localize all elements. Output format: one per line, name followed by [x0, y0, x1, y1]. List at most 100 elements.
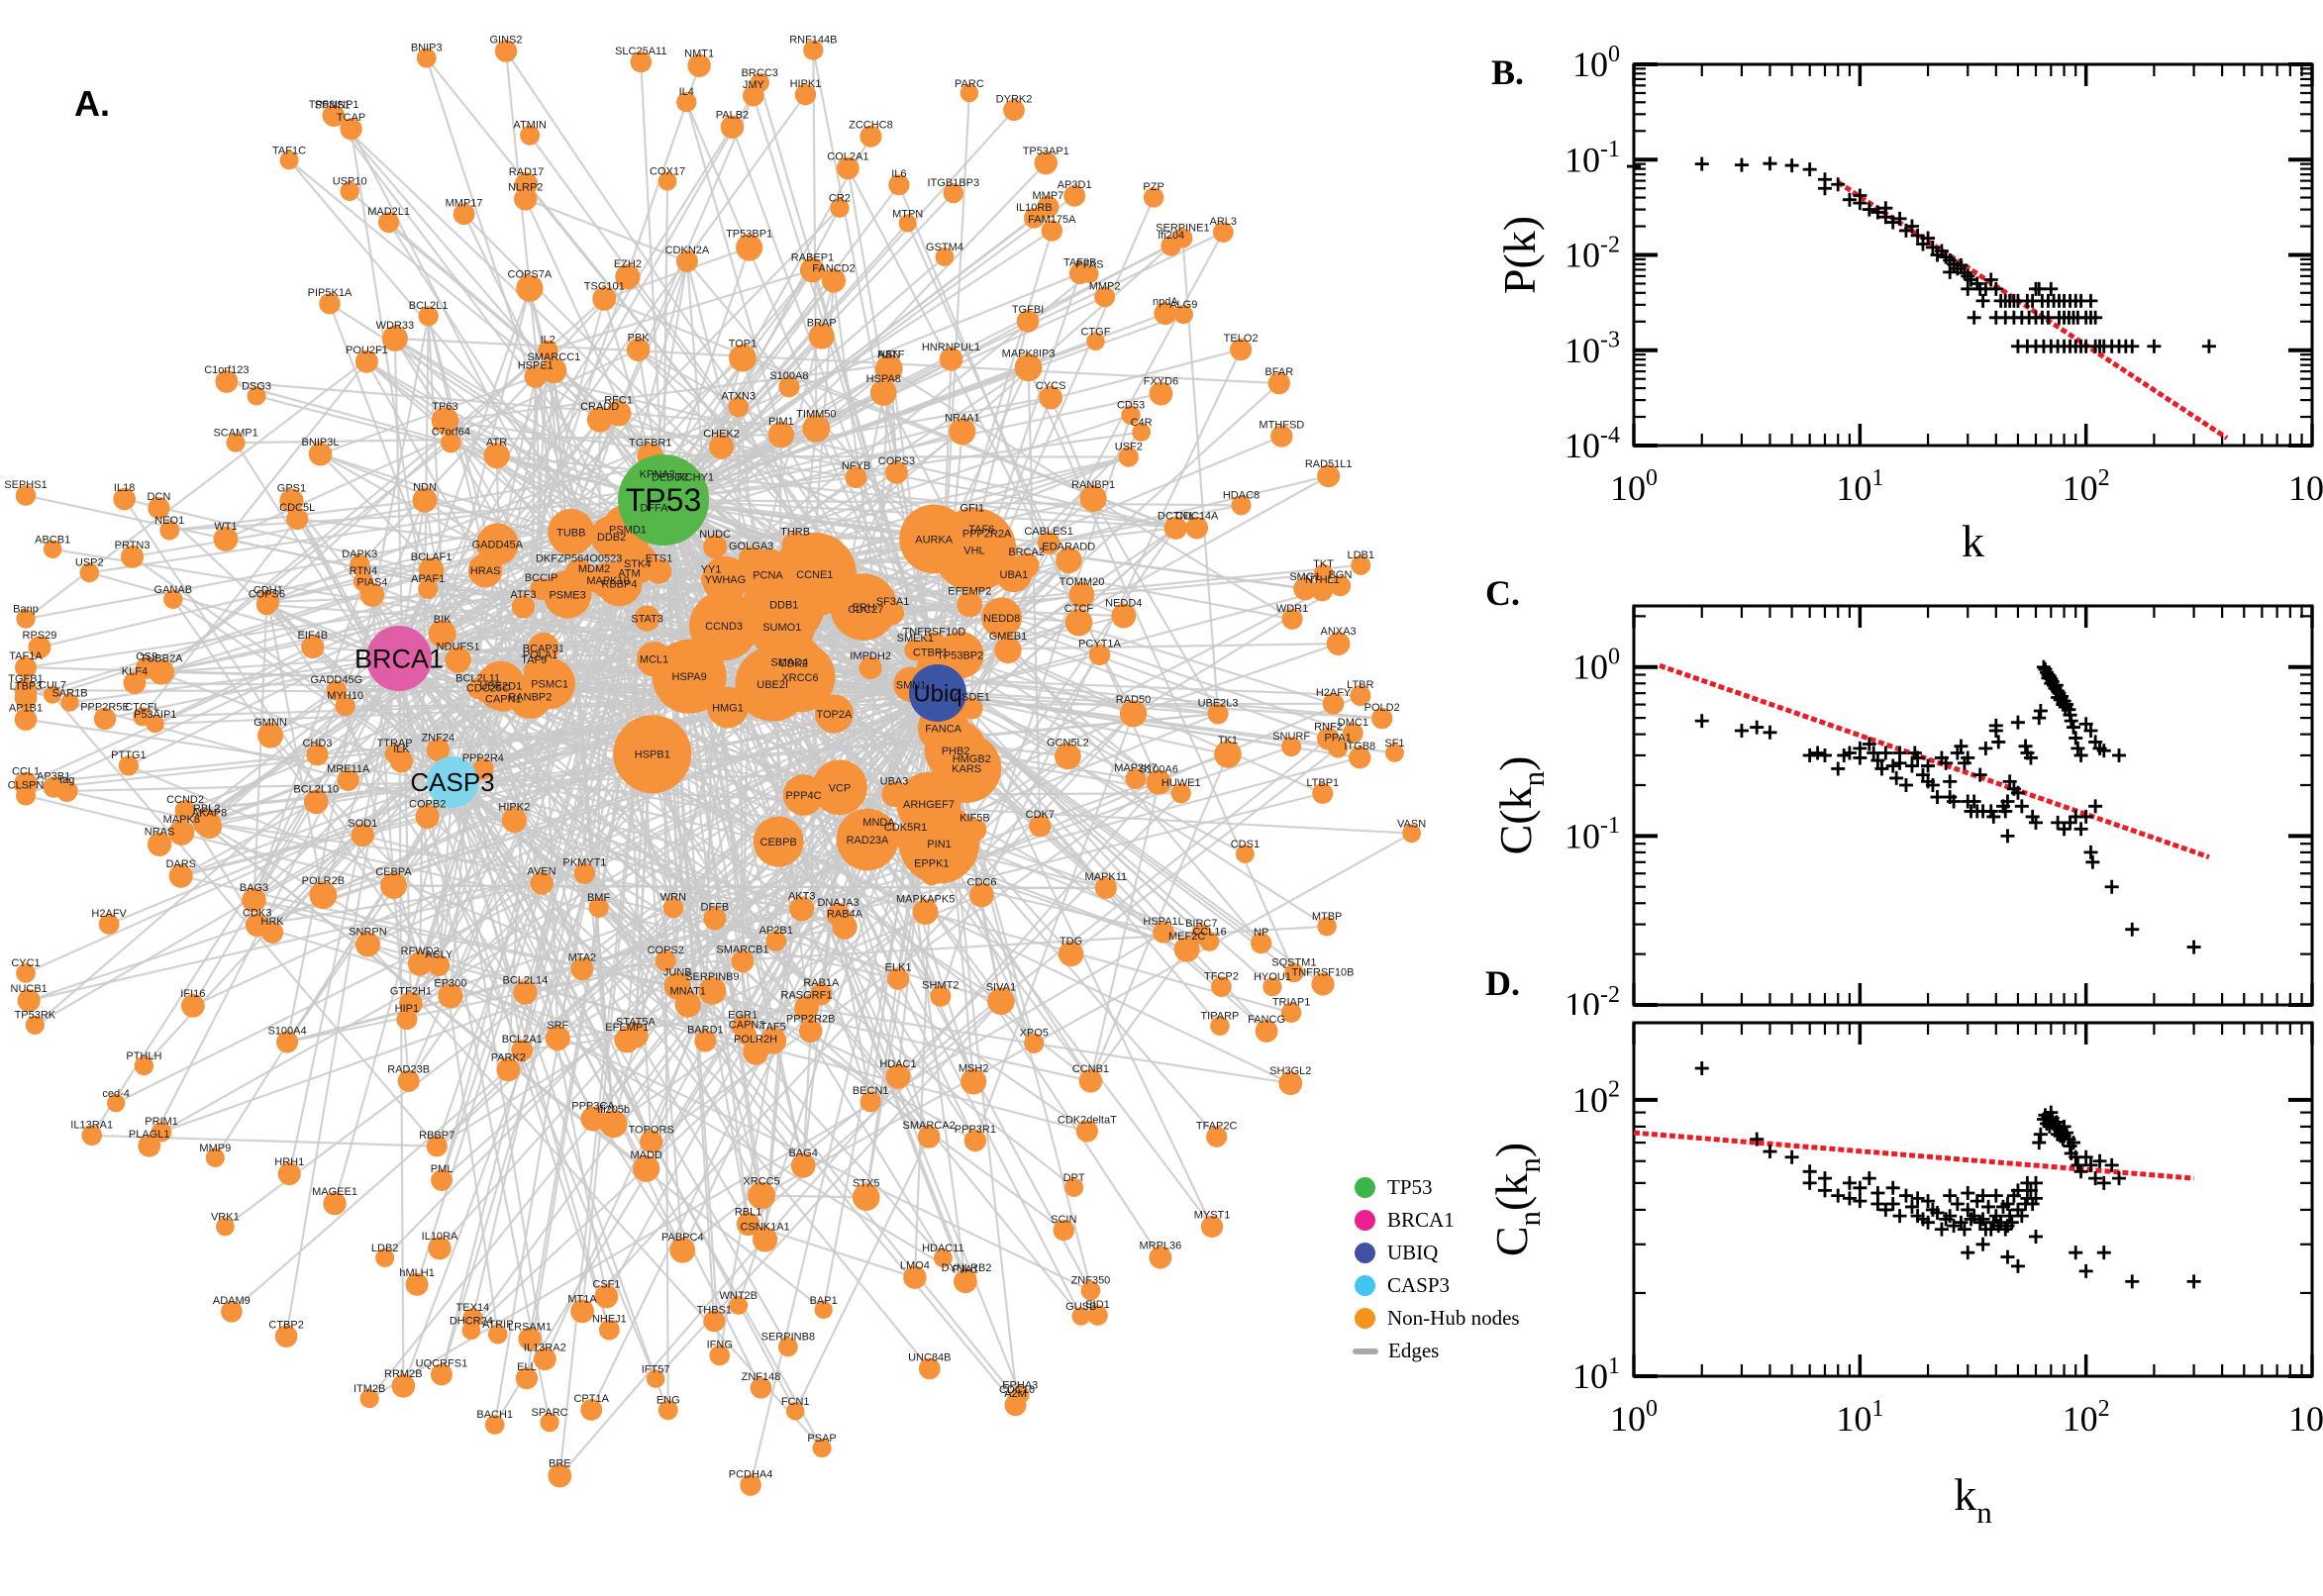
network-node[interactable]: [138, 1134, 161, 1157]
network-node[interactable]: [1029, 815, 1052, 838]
network-node[interactable]: [782, 774, 825, 816]
network-node[interactable]: [168, 819, 195, 846]
network-node[interactable]: [322, 105, 343, 126]
network-node[interactable]: [309, 881, 338, 910]
network-node[interactable]: [174, 800, 196, 821]
network-node[interactable]: [1056, 547, 1082, 574]
network-node[interactable]: [533, 1347, 556, 1371]
network-node[interactable]: [1211, 976, 1232, 997]
network-node[interactable]: [1149, 381, 1173, 406]
network-node[interactable]: [1326, 632, 1351, 655]
network-node[interactable]: [1064, 608, 1093, 637]
network-node[interactable]: [1235, 845, 1255, 863]
network-node[interactable]: [753, 816, 804, 867]
network-node[interactable]: [1311, 972, 1335, 996]
network-node[interactable]: [640, 1130, 663, 1153]
network-node[interactable]: [657, 1400, 678, 1421]
network-node[interactable]: [1153, 922, 1174, 944]
network-node[interactable]: [573, 862, 596, 884]
network-node[interactable]: [247, 386, 266, 406]
network-node[interactable]: [701, 555, 749, 603]
network-node[interactable]: [257, 722, 283, 748]
network-node[interactable]: [615, 263, 641, 290]
network-node[interactable]: [874, 354, 903, 383]
network-node[interactable]: [592, 286, 617, 311]
network-node[interactable]: [487, 1324, 508, 1345]
network-node[interactable]: [15, 656, 37, 679]
network-node[interactable]: [570, 1299, 594, 1324]
network-node[interactable]: [963, 1129, 987, 1152]
network-node[interactable]: [1016, 310, 1040, 333]
network-node[interactable]: [1351, 554, 1371, 575]
network-node[interactable]: [148, 497, 170, 520]
network-node[interactable]: [1013, 552, 1040, 578]
network-node[interactable]: [957, 591, 983, 618]
network-node[interactable]: [748, 1181, 776, 1210]
network-node[interactable]: [836, 156, 859, 180]
network-node[interactable]: [279, 150, 299, 170]
network-node[interactable]: [676, 91, 697, 113]
network-node[interactable]: [1163, 516, 1187, 540]
network-node[interactable]: [935, 248, 955, 266]
network-node[interactable]: [440, 432, 461, 453]
network-node[interactable]: [1064, 1177, 1084, 1197]
network-node[interactable]: [354, 349, 378, 373]
network-node[interactable]: [960, 1068, 987, 1095]
network-node[interactable]: [1251, 933, 1272, 954]
network-node[interactable]: [467, 678, 488, 700]
network-node[interactable]: [1312, 782, 1334, 804]
network-node[interactable]: [798, 1019, 823, 1044]
network-node[interactable]: [777, 1337, 798, 1357]
network-node[interactable]: [1075, 1120, 1098, 1143]
network-node[interactable]: [1087, 1305, 1108, 1326]
network-node[interactable]: [43, 685, 61, 704]
network-node[interactable]: [646, 1369, 665, 1388]
network-node[interactable]: [1034, 150, 1058, 175]
network-node[interactable]: [1125, 768, 1147, 790]
network-node[interactable]: [729, 344, 757, 372]
network-node[interactable]: [513, 980, 538, 1005]
hub-node-ubiq[interactable]: [909, 664, 966, 722]
network-node[interactable]: [789, 896, 815, 922]
network-node[interactable]: [319, 293, 341, 315]
network-node[interactable]: [16, 609, 36, 629]
network-node[interactable]: [516, 274, 544, 302]
network-node[interactable]: [687, 53, 711, 77]
network-node[interactable]: [956, 1268, 977, 1289]
network-node[interactable]: [636, 641, 672, 677]
network-node[interactable]: [1078, 1068, 1103, 1093]
network-node[interactable]: [1200, 1215, 1224, 1239]
network-node[interactable]: [412, 487, 438, 513]
network-node[interactable]: [922, 632, 947, 655]
network-node[interactable]: [599, 1110, 628, 1139]
network-node[interactable]: [445, 647, 471, 673]
network-node[interactable]: [812, 759, 867, 816]
network-node[interactable]: [803, 40, 824, 60]
network-node[interactable]: [1063, 184, 1086, 207]
network-node[interactable]: [397, 1069, 420, 1092]
network-node[interactable]: [518, 1327, 542, 1350]
network-node[interactable]: [859, 125, 882, 148]
network-node[interactable]: [974, 534, 999, 559]
network-node[interactable]: [14, 771, 38, 796]
network-node[interactable]: [494, 40, 518, 62]
network-node[interactable]: [146, 715, 164, 734]
network-node[interactable]: [852, 1183, 880, 1212]
network-node[interactable]: [630, 50, 653, 73]
network-node[interactable]: [337, 768, 359, 791]
network-node[interactable]: [528, 632, 559, 664]
network-node[interactable]: [471, 757, 494, 780]
network-node[interactable]: [720, 115, 745, 140]
network-node[interactable]: [511, 1039, 534, 1061]
network-node[interactable]: [1270, 425, 1293, 448]
network-node[interactable]: [277, 1162, 301, 1186]
network-node[interactable]: [215, 369, 239, 393]
network-node[interactable]: [340, 181, 359, 201]
network-node[interactable]: [920, 863, 943, 886]
network-node[interactable]: [821, 268, 847, 293]
network-node[interactable]: [736, 234, 763, 261]
network-node[interactable]: [1071, 1307, 1091, 1326]
network-node[interactable]: [731, 949, 755, 973]
network-node[interactable]: [548, 508, 595, 555]
network-node[interactable]: [675, 249, 698, 272]
